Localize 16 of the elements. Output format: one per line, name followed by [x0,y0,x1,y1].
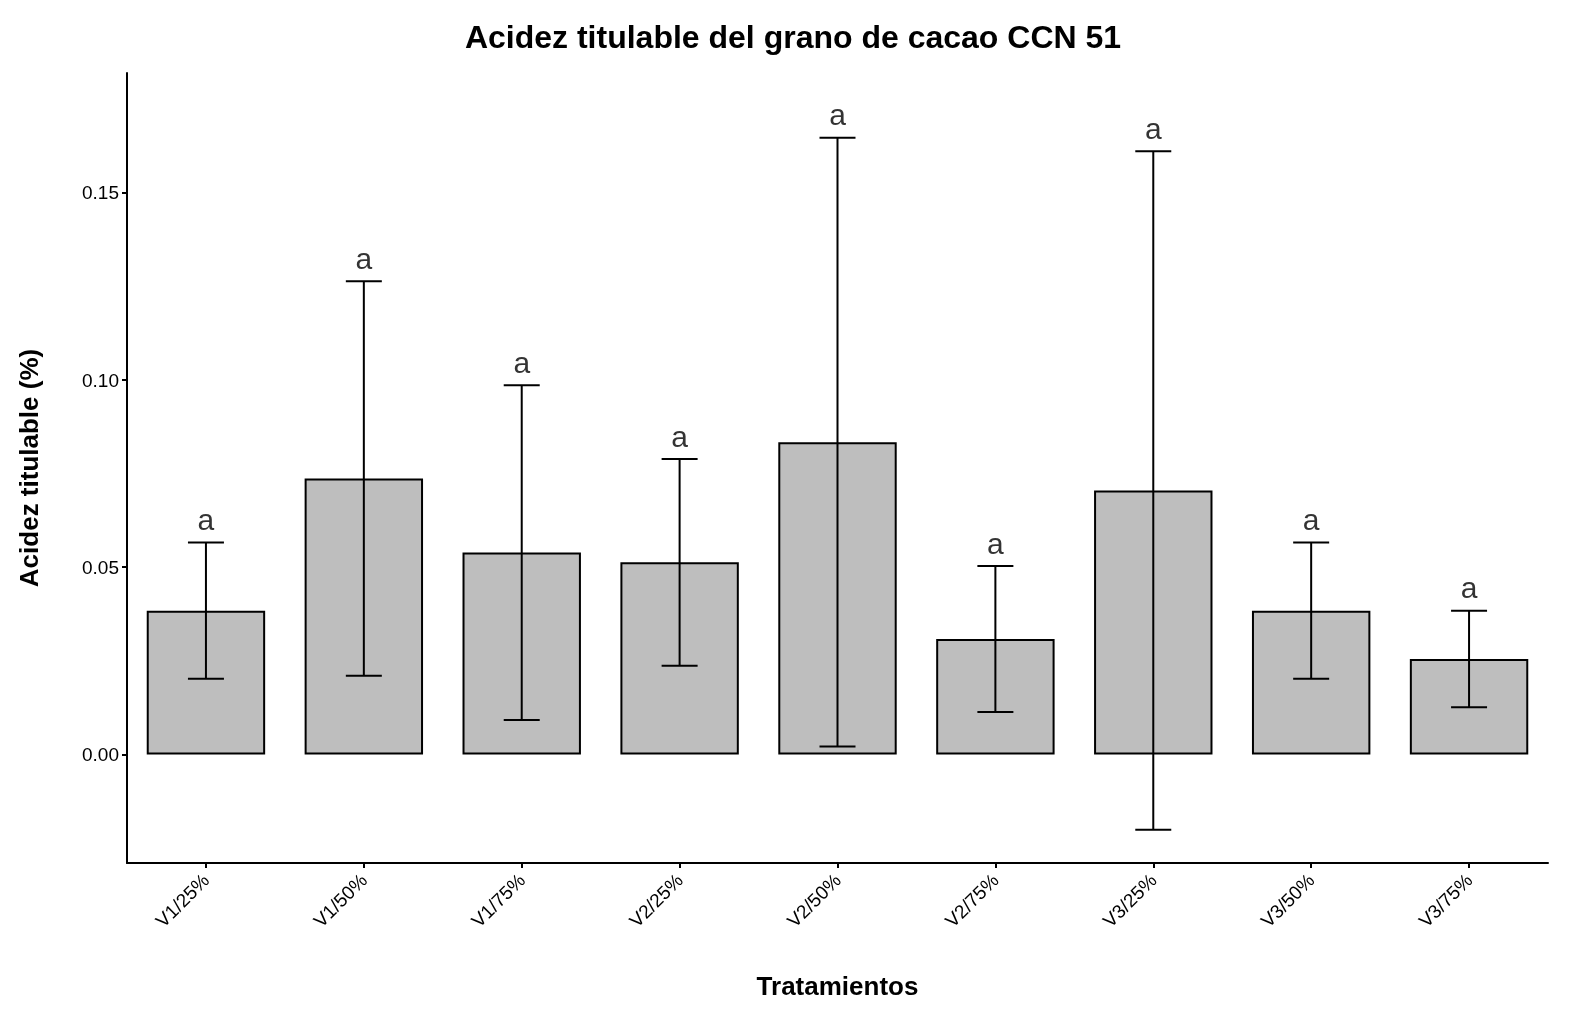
annotation: a [1144,111,1162,145]
x-axis-title: Tratamientos [756,971,919,1001]
annotation: a [197,503,215,537]
y-tick-label: 0.05 [82,556,119,578]
y-tick-label: 0.00 [82,743,119,765]
annotation: a [829,98,847,132]
annotation: a [1302,503,1320,537]
annotation: a [987,526,1005,560]
annotation: a [355,241,373,275]
y-tick-label: 0.15 [82,182,119,204]
chart-title: Acidez titulable del grano de cacao CCN 51 [464,19,1122,55]
y-axis-title: Acidez titulable (%) [14,348,44,588]
y-tick-label: 0.10 [82,369,119,391]
annotation: a [1460,571,1478,605]
annotation: a [513,345,531,379]
annotation: a [671,419,689,453]
